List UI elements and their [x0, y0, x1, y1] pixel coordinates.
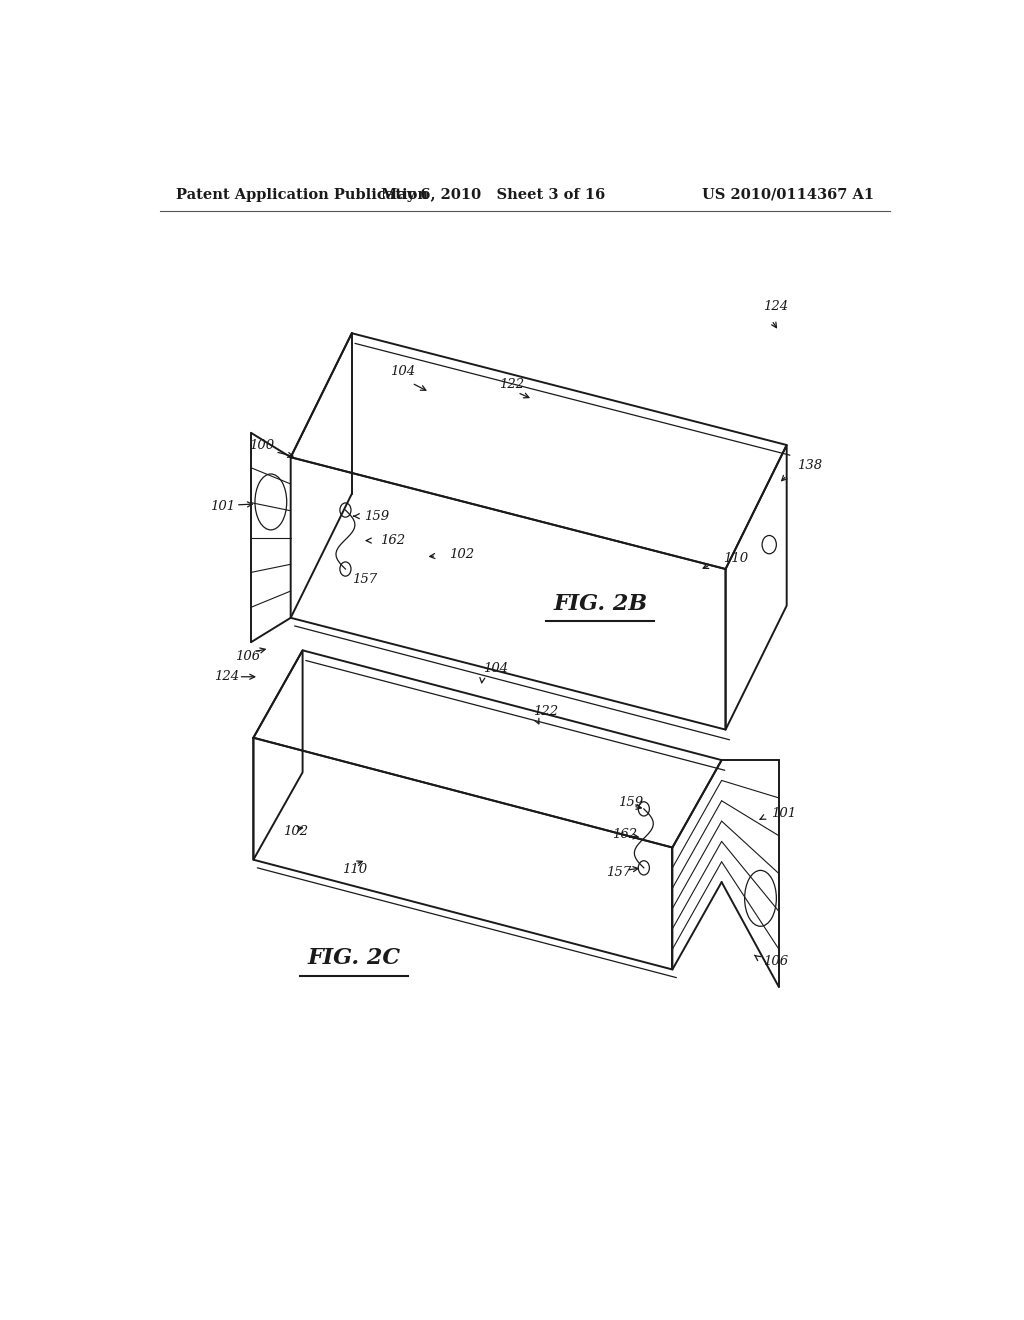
Text: Patent Application Publication: Patent Application Publication [176, 187, 428, 202]
Text: 124: 124 [214, 671, 239, 684]
Text: 101: 101 [211, 499, 236, 512]
Text: 122: 122 [532, 705, 558, 718]
Text: 159: 159 [618, 796, 643, 809]
Text: 106: 106 [763, 954, 788, 968]
Text: FIG. 2C: FIG. 2C [307, 948, 400, 969]
Text: 162: 162 [612, 828, 637, 841]
Text: 124: 124 [763, 300, 788, 313]
Text: May 6, 2010   Sheet 3 of 16: May 6, 2010 Sheet 3 of 16 [381, 187, 605, 202]
Text: 100: 100 [249, 438, 273, 451]
Text: 110: 110 [723, 552, 749, 565]
Text: 110: 110 [342, 863, 368, 876]
Text: 159: 159 [365, 510, 389, 523]
Text: 102: 102 [284, 825, 308, 838]
Text: 104: 104 [390, 366, 415, 379]
Text: FIG. 2B: FIG. 2B [553, 593, 647, 615]
Text: 157: 157 [352, 573, 377, 586]
Text: 122: 122 [499, 378, 523, 391]
Text: 101: 101 [771, 808, 796, 821]
Text: 162: 162 [380, 535, 406, 546]
Text: 138: 138 [797, 459, 822, 471]
Text: 157: 157 [606, 866, 632, 879]
Text: 106: 106 [236, 649, 260, 663]
Text: 104: 104 [483, 663, 509, 675]
Text: US 2010/0114367 A1: US 2010/0114367 A1 [701, 187, 873, 202]
Text: 102: 102 [450, 548, 474, 561]
